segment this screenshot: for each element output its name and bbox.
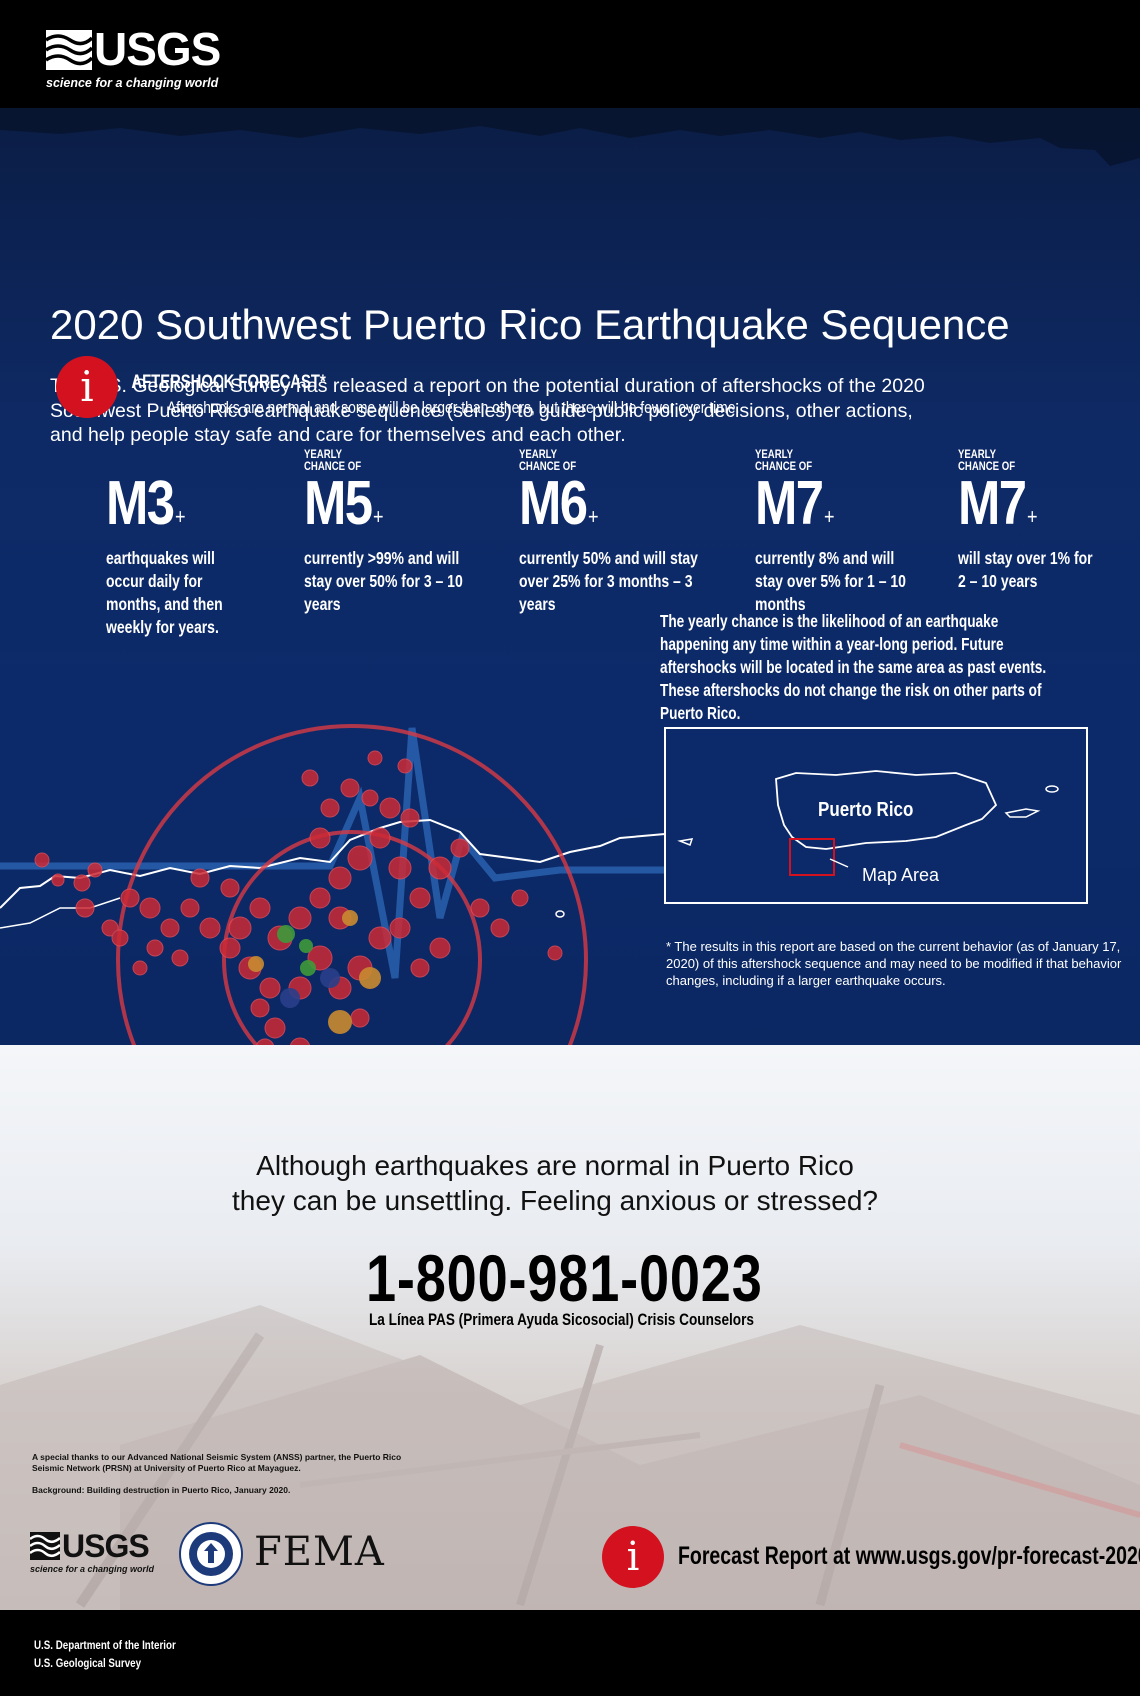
anss-thanks: A special thanks to our Advanced Nationa… <box>32 1452 402 1473</box>
stat-yearly-label: YEARLY CHANCE OF <box>958 447 1016 473</box>
stat-m3: M3+ earthquakes will occur daily for mon… <box>106 448 286 639</box>
forecast-subheading: Aftershocks are normal and some will be … <box>166 398 740 417</box>
building-destruction-background <box>0 1305 1140 1610</box>
partner-usgs-tagline: science for a changing world <box>30 1564 155 1574</box>
forecast-footnote: * The results in this report are based o… <box>666 939 1122 988</box>
stat-yearly-label: YEARLY CHANCE OF <box>304 447 362 473</box>
stat-description: will stay over 1% for 2 – 10 years <box>958 548 1093 591</box>
usgs-wave-icon <box>46 30 92 70</box>
stat-m7-current: YEARLY CHANCE OF M7+ currently 8% and wi… <box>755 448 960 616</box>
hero-section: 2020 Southwest Puerto Rico Earthquake Se… <box>0 108 1140 1045</box>
puerto-rico-outline <box>677 770 1059 876</box>
stat-magnitude: M7+ <box>958 469 1038 538</box>
support-question: Although earthquakes are normal in Puert… <box>0 1148 1110 1218</box>
forecast-report-link[interactable]: Forecast Report at www.usgs.gov/pr-forec… <box>678 1542 1140 1570</box>
support-section: Although earthquakes are normal in Puert… <box>0 1045 1140 1610</box>
page-title: 2020 Southwest Puerto Rico Earthquake Se… <box>50 301 1010 348</box>
stat-magnitude: M5+ <box>304 469 384 538</box>
yearly-chance-note: The yearly chance is the likelihood of a… <box>660 611 1047 723</box>
stat-description: earthquakes will occur daily for months,… <box>106 548 223 637</box>
stat-magnitude: M6+ <box>519 469 599 538</box>
fema-logo[interactable]: FEMA <box>254 1529 385 1575</box>
support-question-line2: they can be unsettling. Feeling anxious … <box>232 1185 878 1216</box>
stat-description: currently >99% and will stay over 50% fo… <box>304 548 463 614</box>
header-bar: USGS science for a changing world <box>0 0 1140 108</box>
inset-island-label: Puerto Rico <box>818 799 914 821</box>
intro-paragraph: The U.S. Geological Survey has released … <box>50 375 925 446</box>
background-credit: Background: Building destruction in Puer… <box>32 1485 291 1495</box>
stat-yearly-label: YEARLY CHANCE OF <box>755 447 813 473</box>
stat-m6: YEARLY CHANCE OF M6+ currently 50% and w… <box>519 448 764 616</box>
stat-description: currently 50% and will stay over 25% for… <box>519 548 698 614</box>
footer-bar: U.S. Department of the Interior U.S. Geo… <box>0 1610 1140 1696</box>
stat-m5: YEARLY CHANCE OF M5+ currently >99% and … <box>304 448 529 616</box>
stat-magnitude: M7+ <box>755 469 835 538</box>
support-question-line1: Although earthquakes are normal in Puert… <box>256 1150 854 1181</box>
inset-map: Puerto Rico Map Area <box>664 727 1088 904</box>
crisis-phone-number[interactable]: 1-800-981-0023 <box>366 1241 763 1315</box>
partner-usgs-wordmark: USGS <box>62 1528 150 1564</box>
sky-texture <box>0 108 1140 166</box>
footer-doi: U.S. Department of the Interior <box>34 1640 176 1652</box>
info-icon: i <box>56 356 118 418</box>
usgs-tagline: science for a changing world <box>46 76 219 90</box>
usgs-wordmark: USGS <box>94 23 221 75</box>
stat-magnitude: M3+ <box>106 469 186 538</box>
crisis-line-caption: La Línea PAS (Primera Ayuda Sicosocial) … <box>369 1310 754 1329</box>
usgs-wave-icon <box>30 1532 60 1560</box>
aftershock-map <box>34 724 588 1045</box>
stat-m7-long: YEARLY CHANCE OF M7+ will stay over 1% f… <box>958 448 1128 593</box>
stat-yearly-label: YEARLY CHANCE OF <box>519 447 577 473</box>
inset-map-area-label: Map Area <box>862 865 940 885</box>
stat-description: currently 8% and will stay over 5% for 1… <box>755 548 906 614</box>
forecast-heading: AFTERSHOCK FORECAST* <box>131 372 326 393</box>
dhs-seal-icon[interactable]: U.S. DEPARTMENT OF HOMELAND SECURITY <box>178 1521 244 1587</box>
footer-usgs: U.S. Geological Survey <box>34 1658 142 1670</box>
info-icon: i <box>602 1526 664 1588</box>
